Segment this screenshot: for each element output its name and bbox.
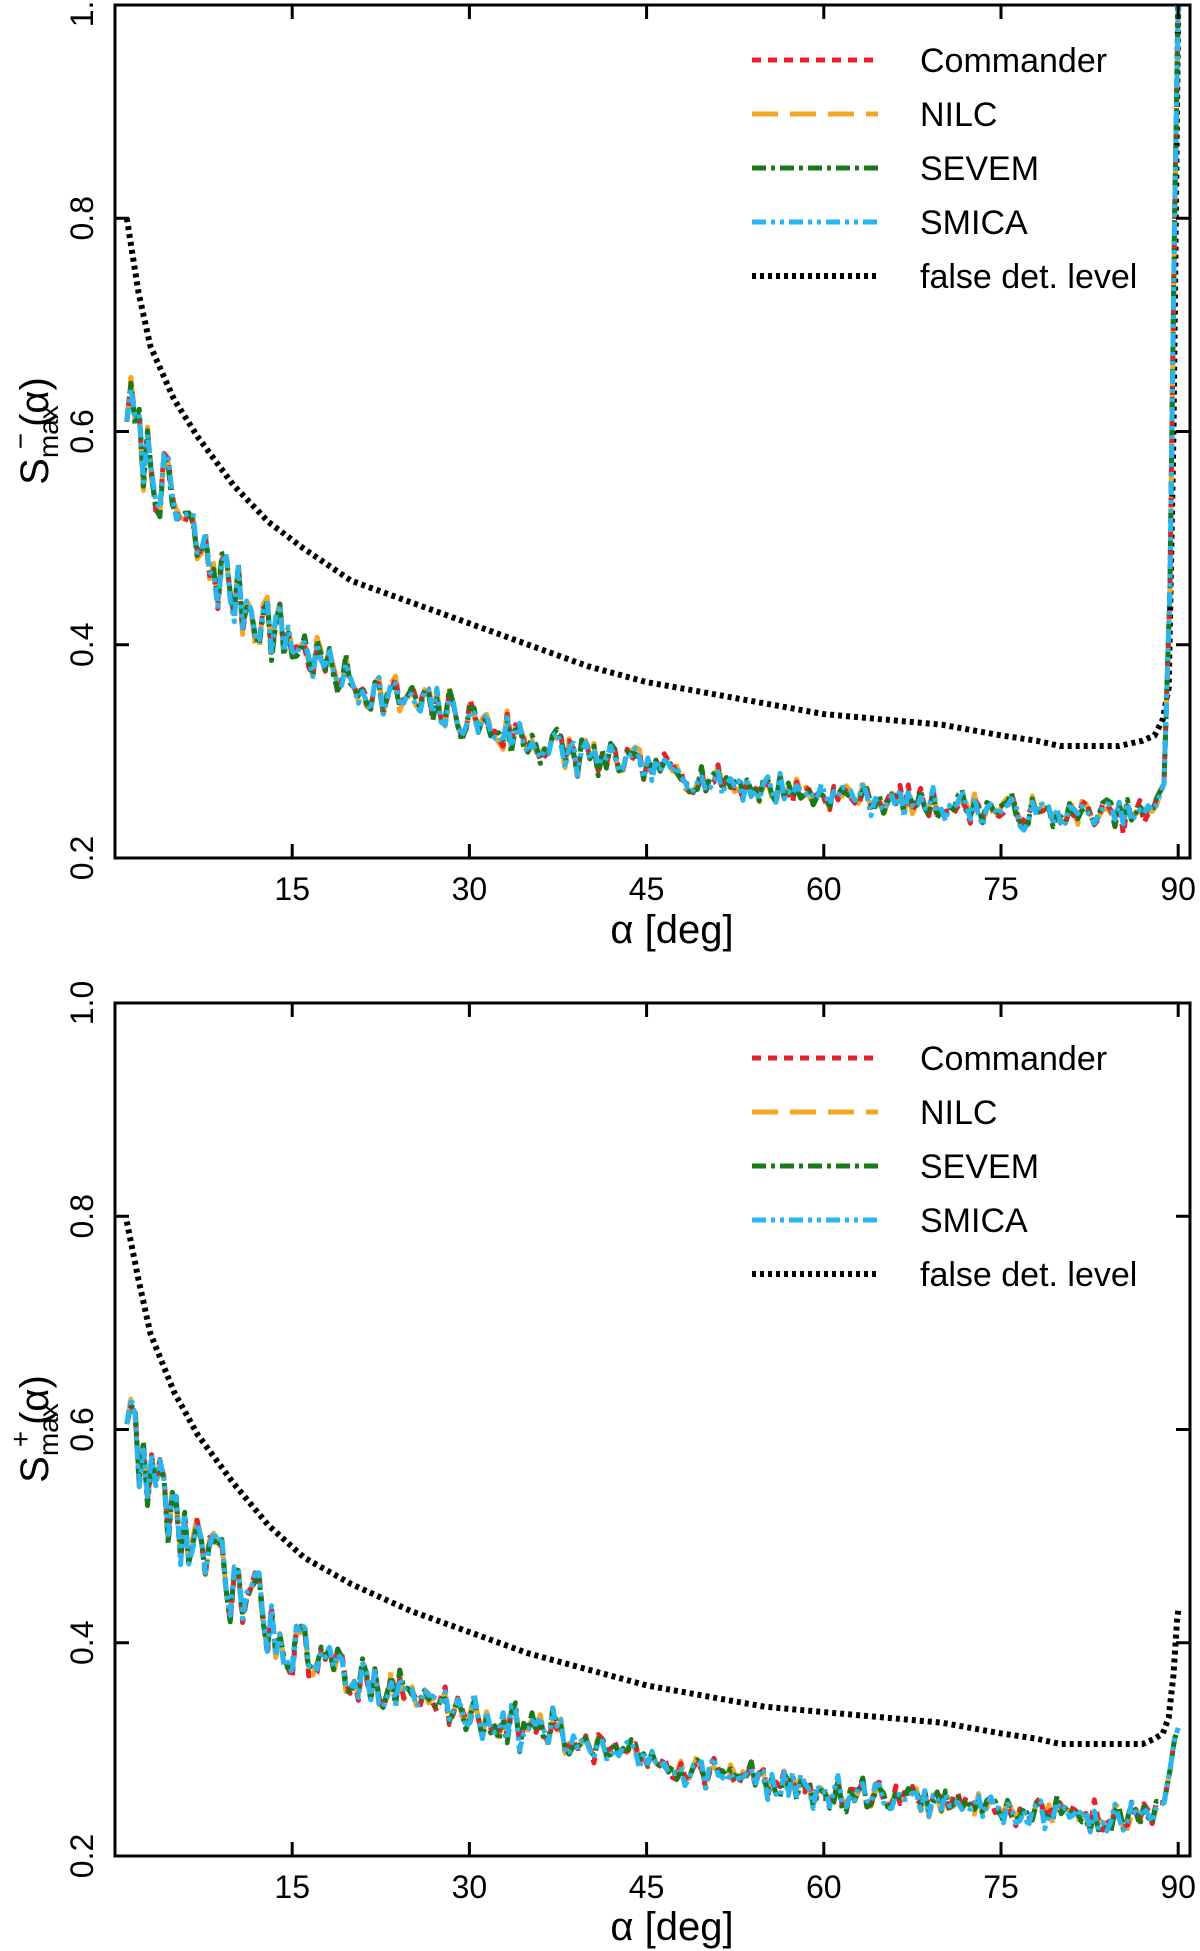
series-line-false-det-level bbox=[123, 4, 1182, 749]
y-tick-label: 0.8 bbox=[64, 1194, 100, 1238]
legend-label: false det. level bbox=[920, 258, 1137, 296]
x-tick-label: 75 bbox=[983, 871, 1019, 907]
series-line-nilc bbox=[124, 1396, 1181, 1834]
legend: Commander NILC SEVEM SMICA false det. level bbox=[752, 42, 1137, 296]
y-axis-label-argument: (α) bbox=[13, 377, 57, 427]
y-axis-label: Smax− (α) bbox=[5, 377, 64, 485]
x-tick-label: 60 bbox=[806, 871, 842, 907]
x-tick-label: 60 bbox=[806, 1869, 842, 1905]
series-line-sevem bbox=[124, 4, 1181, 830]
legend-label: Commander bbox=[920, 42, 1107, 80]
y-axis-label-superscript: − bbox=[5, 433, 36, 449]
y-tick-label: 0.2 bbox=[64, 1834, 100, 1878]
y-tick-label: 0.6 bbox=[64, 409, 100, 453]
y-tick-label: 1.0 bbox=[64, 981, 100, 1025]
x-tick-label: 75 bbox=[983, 1869, 1019, 1905]
x-axis-label: α [deg] bbox=[610, 1905, 733, 1949]
y-axis-label-subscript: max bbox=[33, 1403, 64, 1456]
y-axis-label-base: S bbox=[13, 1456, 57, 1483]
legend-label: false det. level bbox=[920, 1256, 1137, 1294]
legend-label: SEVEM bbox=[920, 150, 1039, 188]
legend-label: NILC bbox=[920, 96, 997, 134]
chart-panel-top: 15 30 45 60 75 90 0.2 0.4 0.6 0.8 1.0 Commander NIL… bbox=[5, 0, 1196, 952]
series-line-sevem bbox=[124, 1402, 1181, 1835]
y-tick-label: 0.4 bbox=[64, 1621, 100, 1665]
x-tick-label: 45 bbox=[629, 871, 665, 907]
x-tick-label: 15 bbox=[274, 1869, 310, 1905]
plot-frame bbox=[113, 3, 1192, 860]
y-tick-label: 1.0 bbox=[64, 0, 100, 27]
series-line-commander bbox=[124, 4, 1181, 837]
x-axis-label: α [deg] bbox=[610, 908, 733, 952]
x-tick-label: 45 bbox=[629, 1869, 665, 1905]
y-tick-label: 0.2 bbox=[64, 836, 100, 880]
y-axis-label-subscript: max bbox=[33, 405, 64, 458]
legend-label: SMICA bbox=[920, 1202, 1028, 1240]
legend-label: SEVEM bbox=[920, 1148, 1039, 1186]
legend-label: NILC bbox=[920, 1094, 997, 1132]
legend-label: Commander bbox=[920, 1040, 1107, 1078]
x-tick-label: 30 bbox=[452, 1869, 488, 1905]
y-axis-label: Smax+ (α) bbox=[5, 1375, 64, 1483]
y-tick-label: 0.4 bbox=[64, 623, 100, 667]
series-line-nilc bbox=[124, 4, 1181, 828]
y-tick-label: 0.8 bbox=[64, 196, 100, 240]
series-line-commander bbox=[124, 1403, 1181, 1833]
series-line-smica bbox=[124, 1395, 1181, 1835]
y-axis-label-base: S bbox=[13, 458, 57, 485]
legend-label: SMICA bbox=[920, 204, 1028, 242]
series-line-smica bbox=[124, 4, 1181, 833]
x-tick-label: 30 bbox=[452, 871, 488, 907]
legend: Commander NILC SEVEM SMICA false det. level bbox=[752, 1040, 1137, 1294]
x-tick-label: 90 bbox=[1160, 871, 1196, 907]
y-tick-label: 0.6 bbox=[64, 1407, 100, 1451]
y-axis-label-argument: (α) bbox=[13, 1375, 57, 1425]
y-axis-label-superscript: + bbox=[5, 1431, 36, 1447]
x-tick-label: 15 bbox=[274, 871, 310, 907]
plot-frame bbox=[113, 1001, 1192, 1858]
chart-panel-bottom: 15 30 45 60 75 90 0.2 0.4 0.6 0.8 1.0 Commander NIL… bbox=[5, 981, 1196, 1949]
x-tick-label: 90 bbox=[1160, 1869, 1196, 1905]
